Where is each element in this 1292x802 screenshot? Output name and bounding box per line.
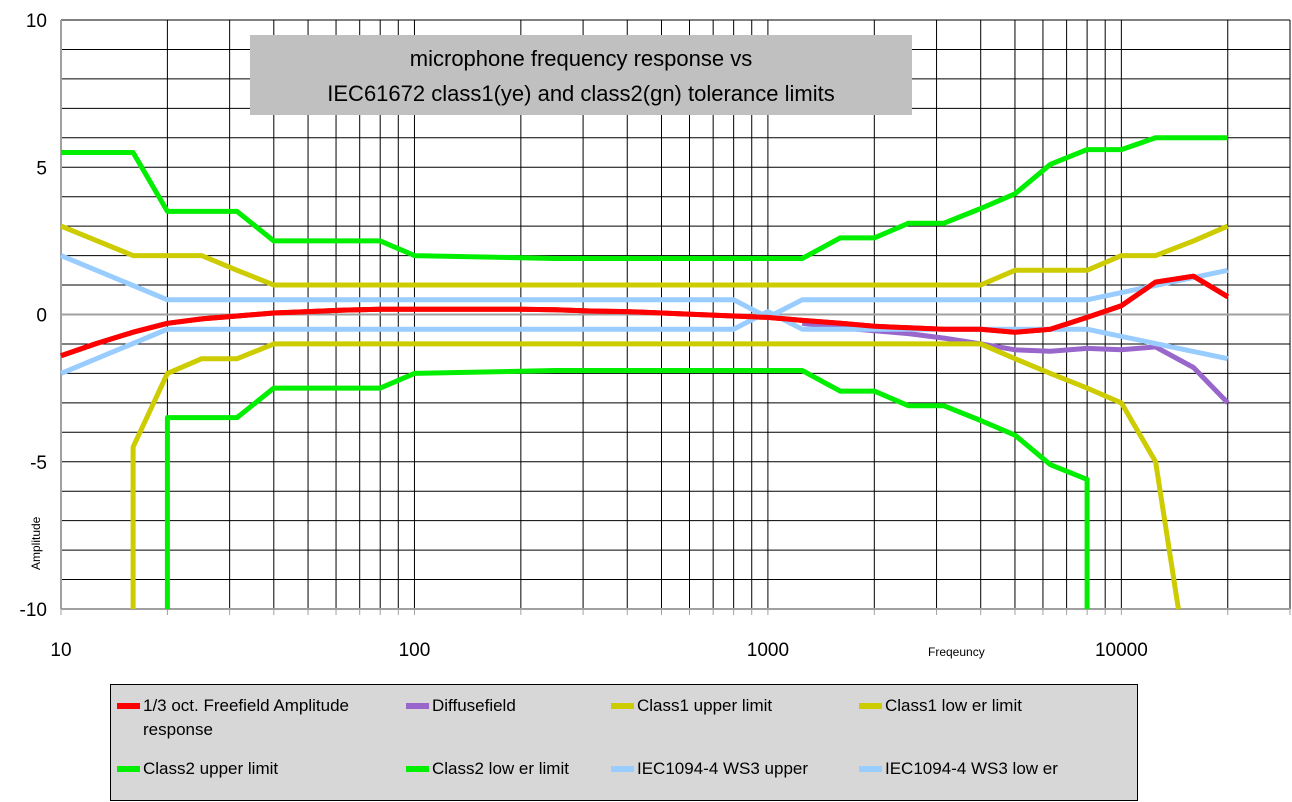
y-tick-label: 10 — [26, 11, 47, 32]
series-lines — [60, 135, 1230, 610]
legend-item: Class2 upper limit — [117, 757, 404, 781]
series-line — [60, 223, 1229, 288]
x-tick-label: 10000 — [1095, 640, 1148, 661]
series-line — [164, 368, 1090, 609]
series-line — [130, 341, 1181, 610]
legend-label: Class2 low er limit — [432, 759, 569, 778]
x-tick-label: 1000 — [747, 640, 789, 661]
y-tick-label: 0 — [36, 306, 47, 327]
legend-label: IEC1094-4 WS3 upper — [637, 759, 809, 778]
legend-label: Class1 low er limit — [885, 696, 1022, 715]
legend-swatch — [611, 703, 634, 709]
legend-swatch — [406, 766, 429, 772]
title-box — [250, 35, 912, 115]
legend: 1/3 oct. Freefield Amplitude response Di… — [110, 684, 1138, 801]
series-line — [61, 135, 1228, 261]
legend-item: Diffusefield — [406, 694, 596, 718]
legend-item: Class1 upper limit — [611, 694, 841, 718]
legend-label: Class2 upper limit — [143, 759, 279, 778]
legend-item: Class2 low er limit — [406, 757, 616, 781]
legend-label: Class1 upper limit — [637, 696, 773, 715]
legend-swatch — [406, 703, 429, 709]
legend-label: 1/3 oct. Freefield Amplitude response — [143, 696, 350, 739]
legend-item: Class1 low er limit — [859, 694, 1129, 718]
x-tick-label: 10 — [50, 640, 71, 661]
chart-title-line-1: microphone frequency response vs — [410, 46, 752, 71]
series-line-freefield — [60, 273, 1230, 359]
legend-label: IEC1094-4 WS3 low er — [885, 759, 1058, 778]
x-tick-label: 100 — [399, 640, 431, 661]
legend-swatch — [117, 766, 140, 772]
legend-swatch — [859, 703, 882, 709]
series-line — [60, 309, 1229, 376]
x-axis-label: Freqeuncy — [928, 645, 985, 659]
legend-item: IEC1094-4 WS3 upper — [611, 757, 851, 781]
legend-label: Diffusefield — [432, 696, 516, 715]
y-tick-label: -5 — [30, 453, 47, 474]
y-axis-label: Amplitude — [29, 516, 43, 570]
y-tick-label: 5 — [36, 158, 47, 179]
chart-title-line-2: IEC61672 class1(ye) and class2(gn) toler… — [327, 81, 834, 106]
legend-swatch — [611, 766, 634, 772]
legend-swatch — [859, 766, 882, 772]
legend-item: 1/3 oct. Freefield Amplitude response — [117, 694, 404, 742]
legend-item: IEC1094-4 WS3 low er — [859, 757, 1129, 781]
legend-swatch — [117, 703, 140, 709]
y-tick-label: -10 — [20, 600, 47, 621]
